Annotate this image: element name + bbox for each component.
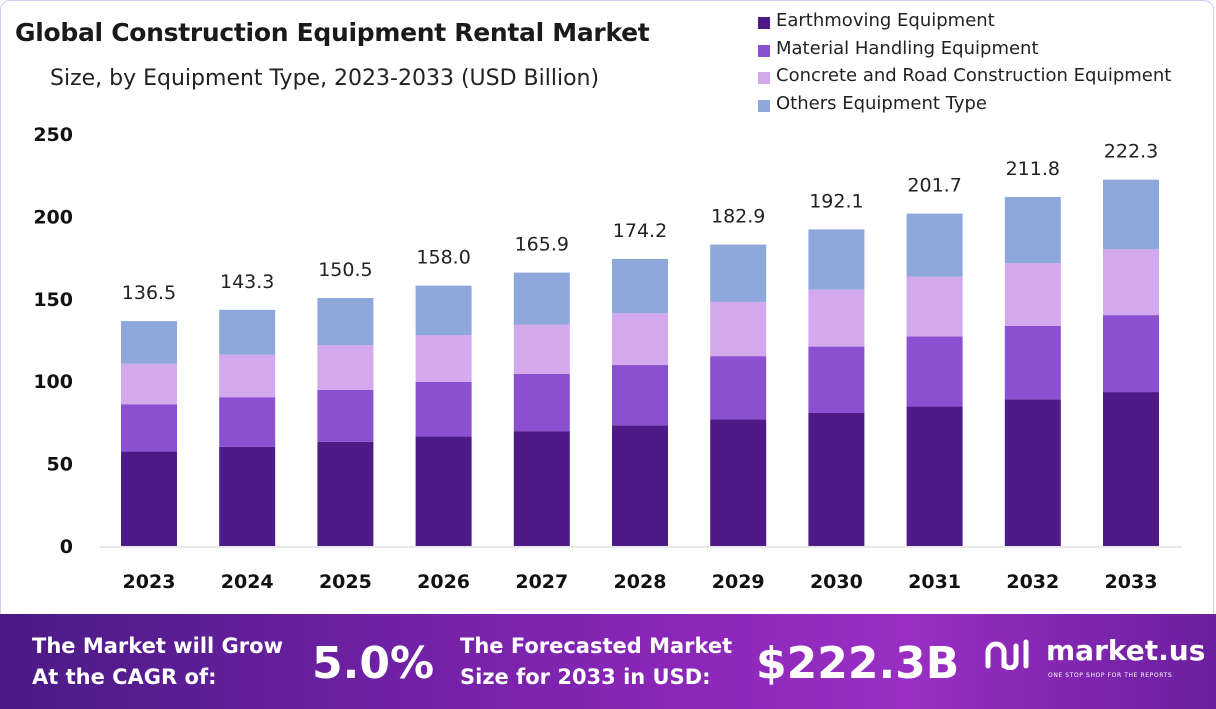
bar-segment-material-handling (513, 373, 570, 432)
x-tick-label: 2032 (1006, 571, 1059, 593)
bar-segment-concrete-road (415, 335, 472, 382)
bar-segment-material-handling (710, 356, 767, 420)
forecast-label-line2: Size for 2033 in USD: (460, 665, 711, 689)
bar-total-label: 150.5 (318, 259, 372, 281)
cagr-value: 5.0% (312, 638, 435, 689)
x-tick-label: 2025 (319, 571, 372, 593)
y-tick-label: 150 (33, 289, 73, 311)
x-tick-label: 2023 (123, 571, 176, 593)
bar-segment-concrete-road (808, 289, 865, 347)
bar-segment-earthmoving (1103, 392, 1159, 546)
brand-logo[interactable]: market.us ONE STOP SHOP FOR THE REPORTS (984, 634, 1206, 694)
bar-total-label: 136.5 (122, 282, 176, 304)
bar-total-label: 211.8 (1006, 158, 1060, 180)
y-tick-label: 250 (33, 124, 73, 146)
bar-segment-concrete-road (219, 354, 276, 398)
x-tick-label: 2024 (221, 571, 274, 593)
bar-segment-earthmoving (906, 406, 963, 546)
bar-segment-earthmoving (415, 436, 472, 546)
cagr-label: The Market will Grow At the CAGR of: (32, 631, 283, 693)
legend-swatch-material-handling (758, 44, 770, 57)
bar-segment-material-handling (1103, 315, 1159, 393)
bar-segment-material-handling (415, 381, 472, 437)
bar-segment-others (1103, 179, 1159, 250)
bar-segment-others (1004, 196, 1061, 264)
bar-total-label: 158.0 (416, 247, 470, 269)
bar-segment-earthmoving (513, 431, 570, 546)
bar-total-label: 174.2 (613, 220, 667, 242)
y-tick-label: 50 (47, 454, 73, 476)
forecast-label: The Forecasted Market Size for 2033 in U… (460, 631, 732, 693)
bar-total-label: 201.7 (907, 175, 961, 197)
legend-label-earthmoving: Earthmoving Equipment (776, 10, 995, 31)
x-tick-label: 2028 (614, 571, 667, 593)
bar-total-label: 143.3 (220, 271, 274, 293)
bar-segment-material-handling (808, 346, 865, 414)
legend-label-others: Others Equipment Type (776, 92, 987, 114)
bar-total-label: 165.9 (515, 234, 569, 256)
bar-segment-concrete-road (612, 313, 668, 366)
bar-total-label: 182.9 (711, 206, 765, 228)
bar-segment-others (219, 309, 276, 355)
bar-segment-earthmoving (612, 425, 668, 546)
bar-segment-concrete-road (121, 363, 177, 405)
bar-segment-earthmoving (121, 451, 177, 546)
bar-segment-others (808, 229, 865, 290)
bar-segment-earthmoving (219, 446, 276, 546)
bar-segment-material-handling (317, 389, 374, 442)
bar-segment-concrete-road (710, 301, 767, 357)
bar-segment-material-handling (219, 397, 276, 447)
bar-segment-others (121, 321, 177, 364)
forecast-label-line1: The Forecasted Market (460, 634, 733, 658)
x-axis-ticks: 2023 2024 2025 2026 2027 2028 2029 2030 2031 2032… (123, 571, 1158, 593)
summary-banner: The Market will Grow At the CAGR of: 5.0… (0, 614, 1216, 709)
bar-segment-earthmoving (317, 441, 374, 546)
y-tick-label: 100 (33, 371, 73, 393)
bar-segment-concrete-road (906, 276, 963, 337)
legend-label-concrete-road: Concrete and Road Construction Equipment (776, 65, 1172, 86)
legend-swatch-concrete-road (758, 72, 770, 84)
bar-segment-concrete-road (1103, 249, 1159, 316)
legend-swatch-earthmoving (758, 17, 770, 29)
y-tick-label: 0 (60, 536, 73, 558)
legend-label-material-handling: Material Handling Equipment (776, 37, 1039, 59)
market-us-logo-icon (985, 639, 1029, 670)
bar-segment-concrete-road (317, 345, 374, 390)
bar-segment-others (513, 272, 570, 325)
bar-segment-material-handling (1004, 325, 1061, 400)
bar-segment-others (317, 297, 374, 346)
bar-segment-earthmoving (710, 419, 767, 546)
cagr-label-line2: At the CAGR of: (32, 665, 217, 689)
x-tick-label: 2029 (712, 571, 765, 593)
bars-group: 136.5 143.3 150.5 158.0 165.9 174.2 182.9 192.1… (121, 141, 1159, 546)
chart-title: Global Construction Equipment Rental Mar… (15, 18, 650, 47)
x-tick-label: 2031 (908, 571, 961, 593)
bar-segment-material-handling (612, 365, 668, 426)
x-tick-label: 2033 (1105, 571, 1158, 593)
brand-name: market.us (1046, 634, 1206, 667)
forecast-value: $222.3B (756, 638, 960, 689)
chart-subtitle: Size, by Equipment Type, 2023-2033 (USD … (50, 66, 600, 91)
bar-segment-others (612, 258, 668, 314)
bar-segment-others (906, 213, 963, 277)
y-axis-ticks: 0 50 100 150 200 250 (33, 124, 73, 558)
bar-segment-earthmoving (808, 413, 865, 546)
bar-segment-others (415, 285, 472, 336)
x-tick-label: 2027 (515, 571, 568, 593)
bar-segment-others (710, 244, 767, 302)
x-tick-label: 2026 (417, 571, 470, 593)
bar-total-label: 222.3 (1104, 141, 1158, 163)
y-tick-label: 200 (33, 206, 73, 228)
chart-plot-area: 0 50 100 150 200 250 136.5 143.3 150.5 158.0 165.… (33, 124, 1182, 593)
x-tick-label: 2030 (810, 571, 863, 593)
bar-segment-material-handling (121, 404, 177, 452)
bar-segment-material-handling (906, 336, 963, 407)
cagr-label-line1: The Market will Grow (32, 634, 283, 658)
bar-segment-concrete-road (1004, 263, 1061, 326)
bar-total-label: 192.1 (809, 190, 863, 212)
brand-tagline: ONE STOP SHOP FOR THE REPORTS (1048, 672, 1173, 679)
bar-segment-earthmoving (1004, 399, 1061, 546)
bar-segment-concrete-road (513, 324, 570, 374)
legend-swatch-others (758, 99, 770, 112)
